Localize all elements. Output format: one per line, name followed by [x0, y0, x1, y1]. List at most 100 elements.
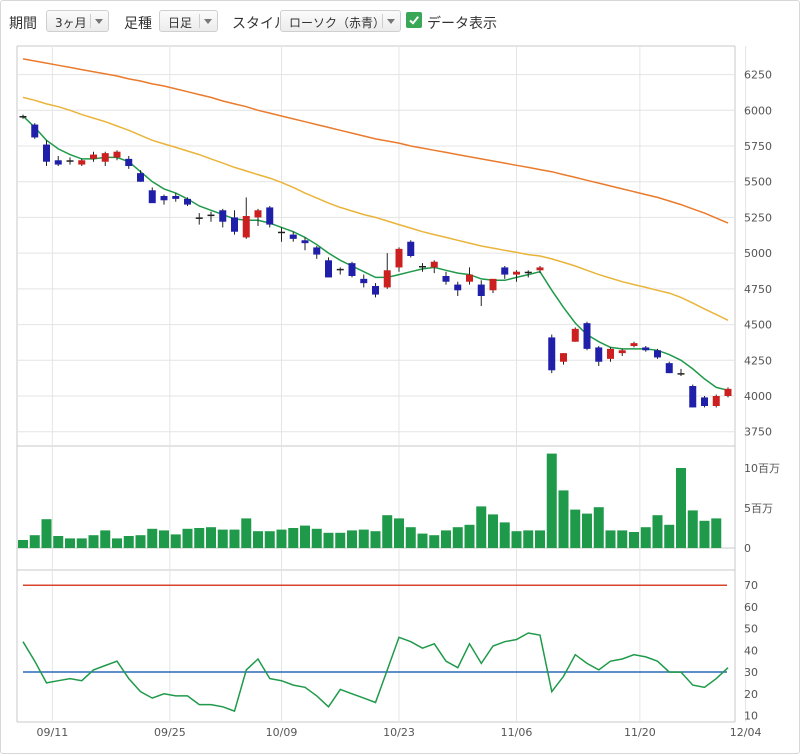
candle-body [560, 353, 567, 362]
volume-bar [652, 515, 663, 548]
price-tick-label: 6000 [744, 104, 772, 117]
volume-bar [147, 528, 158, 548]
volume-bar [65, 538, 75, 548]
volume-bar [417, 533, 428, 548]
candle-body [348, 263, 356, 276]
rsi-tick-label: 20 [744, 688, 758, 701]
candle-body [442, 276, 450, 282]
volume-bar [570, 509, 581, 548]
date-tick-label: 12/04 [730, 726, 762, 739]
period-select[interactable]: 3ヶ月 [46, 10, 109, 32]
volume-bar [18, 540, 28, 548]
candle-body [477, 284, 485, 296]
candle-body [607, 348, 614, 359]
volume-bar [358, 529, 369, 548]
candle-body [336, 268, 344, 271]
chart-grid [16, 45, 747, 723]
candle-body [219, 210, 227, 222]
candle-body [595, 347, 603, 362]
candle-body [19, 116, 27, 118]
candle-body [665, 363, 673, 374]
data-display-checkbox[interactable] [406, 12, 422, 28]
volume-bar [335, 532, 346, 548]
candle-body [325, 260, 332, 278]
candle-body [301, 240, 309, 244]
volume-bar [499, 522, 510, 548]
price-tick-label: 6250 [744, 69, 772, 82]
ma-long-line [22, 58, 729, 224]
volume-bar [617, 530, 628, 548]
ma-mid-line [22, 96, 729, 321]
volume-bar [182, 528, 193, 548]
select-divider [382, 14, 383, 28]
candle-body [242, 216, 250, 238]
candle-body [630, 343, 638, 346]
candle-body [125, 158, 133, 166]
volume-bar [311, 528, 322, 548]
candle-body [383, 270, 391, 288]
candle-body [90, 154, 97, 159]
candle-body [172, 196, 180, 199]
rsi-axis-ticks: 10 20 30 40 50 60 70 [744, 579, 758, 722]
candle-body [395, 248, 403, 268]
volume-tick-label: 10百万 [744, 462, 780, 475]
date-tick-label: 11/06 [501, 726, 533, 739]
candle-body [43, 144, 50, 162]
volume-bar [123, 536, 134, 548]
candle-body [466, 274, 473, 282]
interval-select-value: 日足 [168, 16, 193, 30]
volume-bar [112, 538, 122, 548]
volume-tick-label: 0 [744, 542, 751, 555]
candle-body [278, 231, 285, 234]
volume-bar [640, 527, 651, 548]
interval-select[interactable]: 日足 [159, 10, 218, 32]
data-display-label: データ表示 [427, 16, 497, 32]
volume-bar [546, 453, 557, 548]
volume-bar [558, 490, 569, 548]
style-select[interactable]: ローソク（赤青） [280, 10, 401, 32]
volume-bar [253, 531, 263, 548]
volume-bar [76, 538, 87, 548]
chevron-down-icon [95, 19, 103, 24]
date-tick-label: 11/20 [624, 726, 656, 739]
candle-body [289, 234, 297, 239]
volume-bar [347, 530, 357, 548]
candle-body [254, 210, 262, 218]
candle-body [548, 337, 556, 371]
rsi-tick-label: 40 [744, 644, 758, 657]
volume-bar [53, 536, 64, 548]
chart-toolbar: 期間 3ヶ月 足種 日足 スタイル ローソク（赤青） データ表示 [0, 0, 800, 42]
candle-body [148, 190, 156, 204]
volume-series [18, 453, 722, 548]
volume-bar [100, 530, 111, 548]
volume-bar [264, 531, 275, 548]
rsi-line [22, 632, 729, 713]
volume-bar [394, 518, 404, 548]
volume-bar [711, 518, 722, 548]
volume-bar [523, 530, 534, 548]
candle-body [101, 153, 109, 162]
volume-bar [241, 518, 252, 548]
candle-body [31, 124, 39, 138]
price-tick-label: 5500 [744, 176, 772, 189]
volume-bar [687, 510, 698, 548]
candle-body [489, 278, 497, 291]
candle-body [536, 267, 544, 271]
price-tick-label: 4250 [744, 354, 772, 367]
candle-body [701, 397, 708, 406]
volume-bar [41, 519, 52, 548]
volume-bar [135, 535, 146, 548]
candle-body [677, 373, 685, 375]
candle-body [419, 266, 426, 268]
volume-tick-label: 5百万 [744, 502, 773, 515]
candle-body [642, 347, 650, 351]
candle-body [583, 323, 591, 349]
volume-bar [699, 520, 710, 548]
candle-body [724, 388, 732, 396]
rsi-tick-label: 10 [744, 709, 758, 722]
volume-bar [288, 528, 299, 548]
volume-bar [605, 530, 616, 548]
candle-body [184, 198, 191, 205]
price-tick-label: 4750 [744, 283, 772, 296]
candle-body [54, 160, 62, 165]
